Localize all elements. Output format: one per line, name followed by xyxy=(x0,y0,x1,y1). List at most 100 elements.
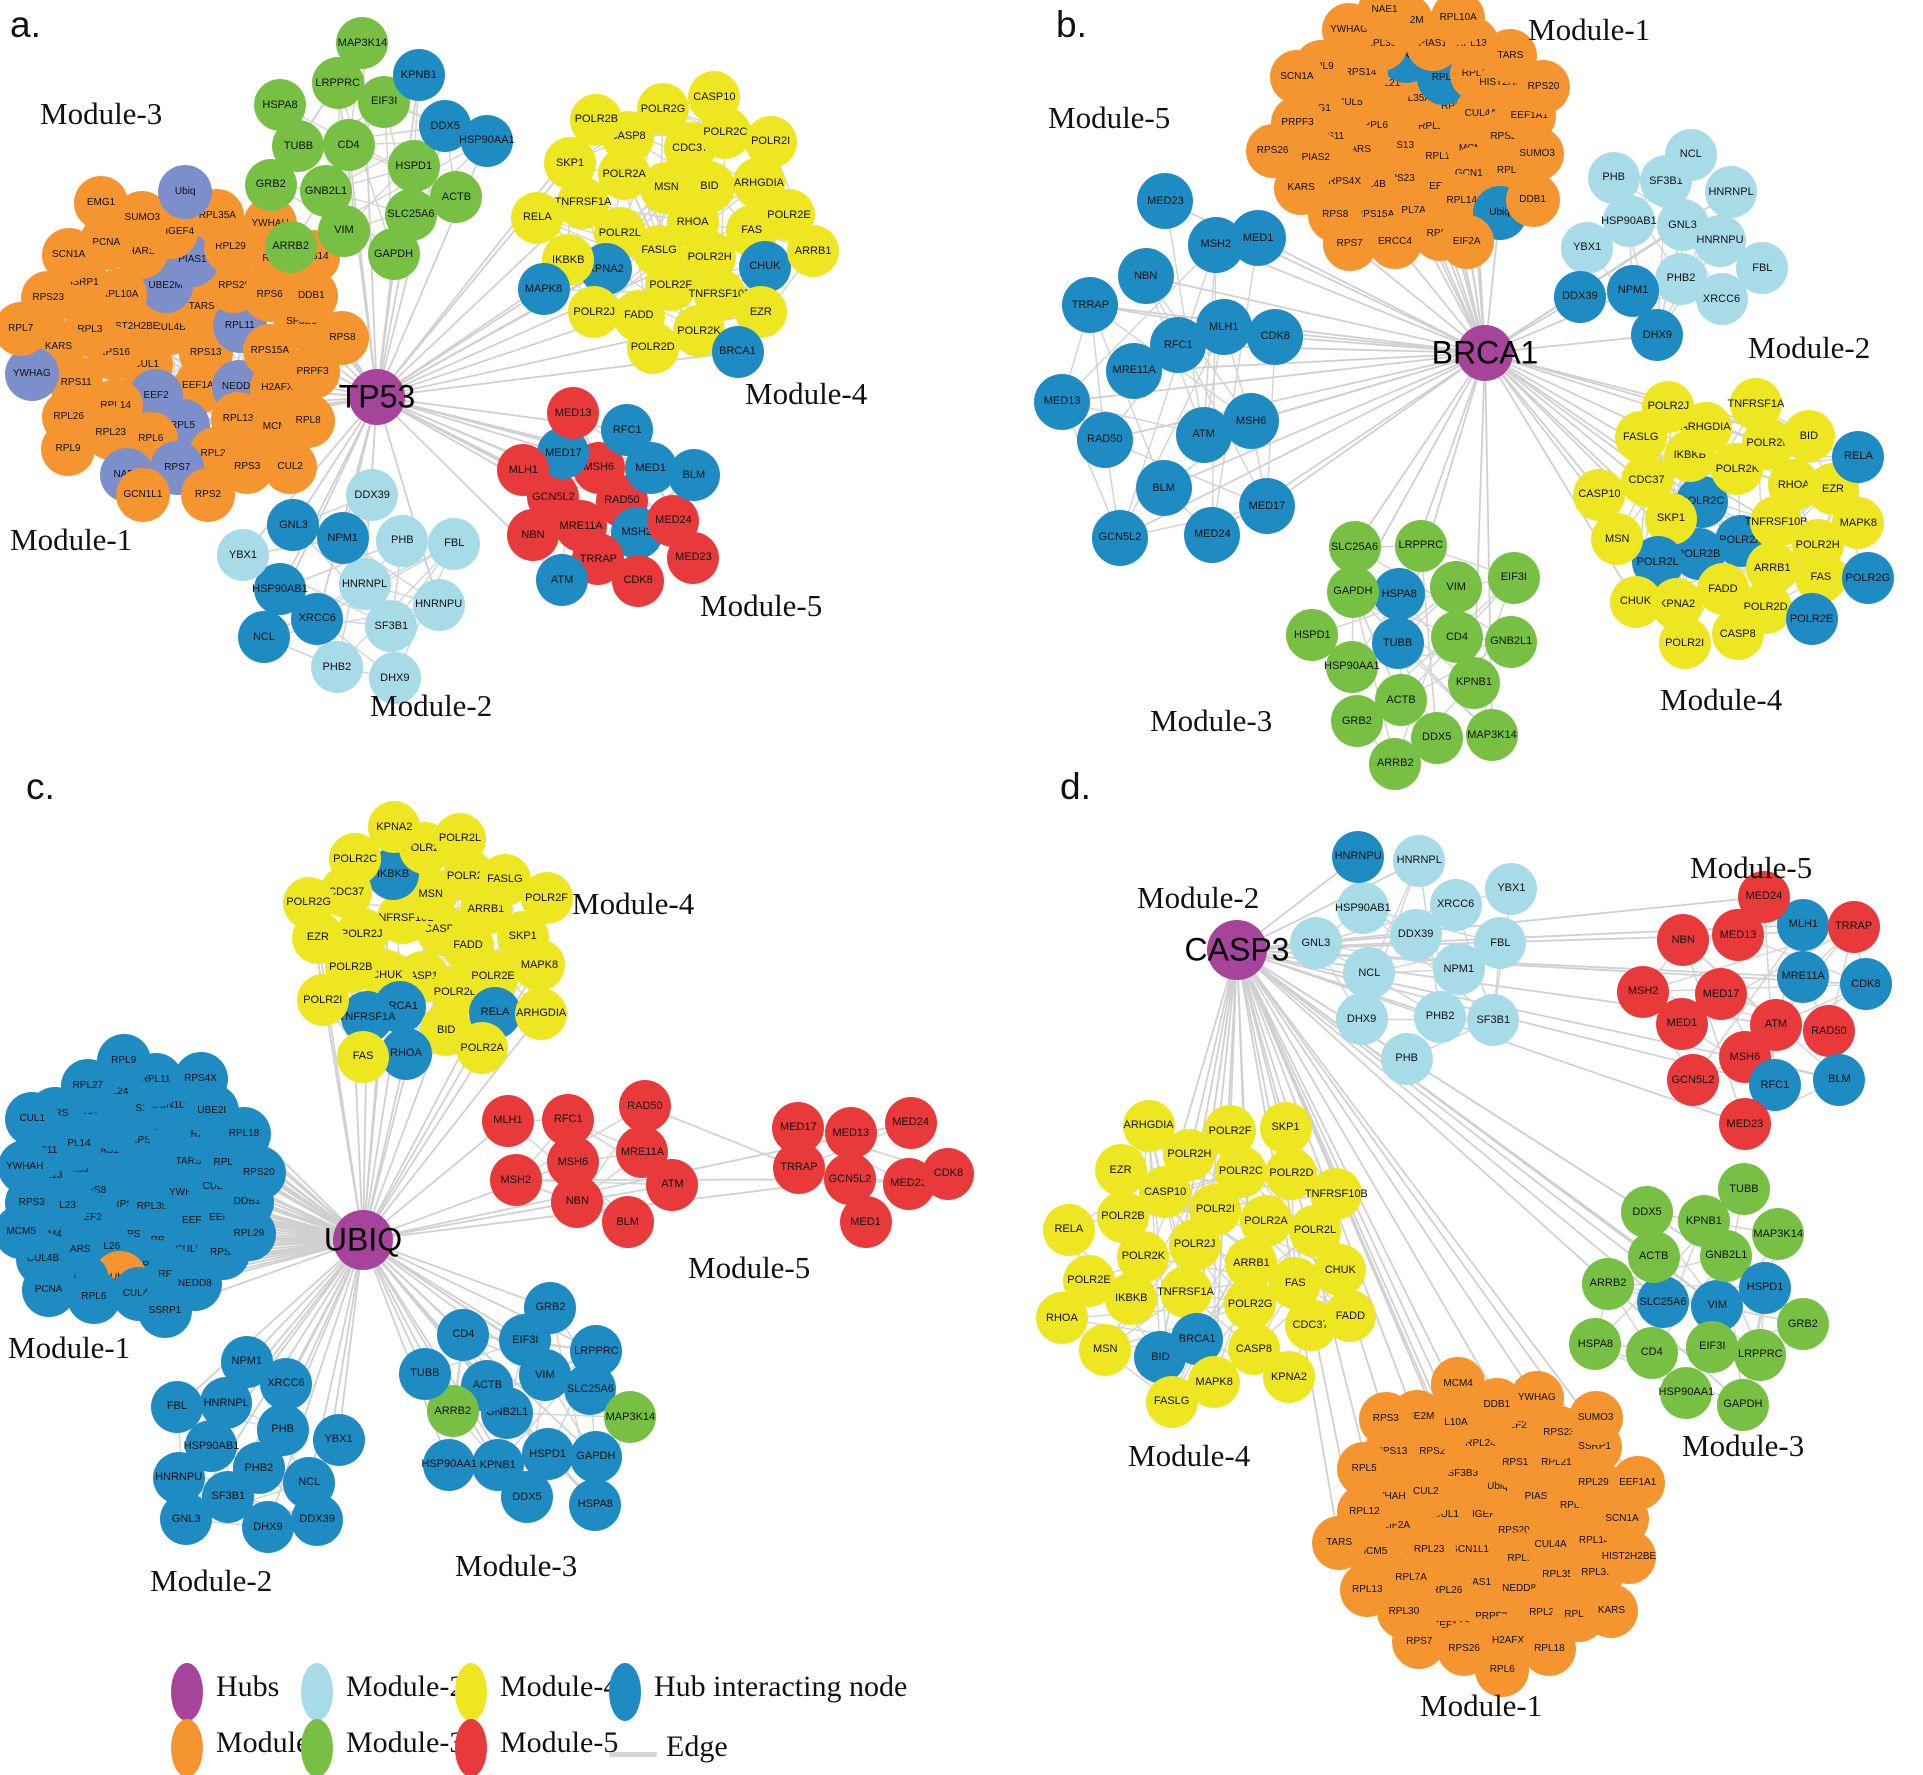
node-ezr: EZR xyxy=(1094,1144,1147,1197)
edge xyxy=(1236,860,1420,951)
edge xyxy=(1119,326,1225,539)
edge xyxy=(1236,949,1648,1214)
edge xyxy=(376,288,544,398)
node-actb: ACTB xyxy=(430,171,483,224)
edge xyxy=(1257,237,1486,354)
edge xyxy=(1236,949,1664,1303)
node-rela: RELA xyxy=(1832,430,1885,483)
hub-node-tp53 xyxy=(349,369,405,425)
node-polr2i: POLR2I xyxy=(296,974,349,1027)
node-mapk8: MAPK8 xyxy=(517,263,570,316)
node-polr2f: POLR2F xyxy=(1204,1105,1257,1158)
node-cul2: CUL2 xyxy=(263,440,318,495)
node-skp1: SKP1 xyxy=(1259,1101,1312,1154)
node-ubiq: Ubiq xyxy=(158,165,213,220)
node-mlh1: MLH1 xyxy=(1195,299,1252,356)
edge xyxy=(1484,334,1658,354)
node-ncl: NCL xyxy=(1343,947,1396,1000)
edge xyxy=(376,396,564,455)
node-npm1: NPM1 xyxy=(316,512,369,565)
node-grb2: GRB2 xyxy=(1330,695,1383,748)
legend-label-module-3: Module-3 xyxy=(346,1726,465,1759)
node-ybx1: YBX1 xyxy=(1561,221,1614,274)
node-med23: MED23 xyxy=(1137,173,1194,230)
node-polr2b: POLR2B xyxy=(570,93,623,146)
node-gnl3: GNL3 xyxy=(1289,917,1342,970)
edge xyxy=(336,83,395,255)
node-arrb1: ARRB1 xyxy=(787,225,840,278)
node-kpna2: KPNA2 xyxy=(368,801,421,854)
node-gcn1l1: GCN1L1 xyxy=(115,468,170,523)
edge xyxy=(1236,949,1639,1484)
node-trrap: TRRAP xyxy=(1062,277,1119,334)
node-gapdh: GAPDH xyxy=(1716,1378,1769,1431)
node-rad50: RAD50 xyxy=(1802,1005,1855,1058)
panel-letter-c: c. xyxy=(26,766,55,807)
legend-swatch-module-1 xyxy=(171,1719,203,1775)
node-rpl10a: RPL10A xyxy=(1431,0,1486,45)
node-med1: MED1 xyxy=(839,1196,892,1249)
node-polr2i: POLR2I xyxy=(1658,617,1711,670)
module-label-b-module-1: Module-1 xyxy=(1528,12,1651,47)
node-polr2g: POLR2G xyxy=(637,83,690,136)
node-rpl5: RPL5 xyxy=(1337,1441,1392,1496)
node-faslg: FASLG xyxy=(1145,1375,1198,1428)
hub-node-ubiq xyxy=(333,1210,393,1270)
node-gapdh: GAPDH xyxy=(367,228,420,281)
module-label-b-module-4: Module-4 xyxy=(1660,682,1783,717)
legend-edge-line xyxy=(609,1752,657,1757)
node-brca1: BRCA1 xyxy=(711,325,764,378)
node-phb: PHB xyxy=(1587,151,1640,204)
node-polr2i: POLR2I xyxy=(744,115,797,168)
node-sf3b1: SF3B1 xyxy=(1467,994,1520,1047)
node-hist2h2be: HIST2H2BE xyxy=(1602,1529,1656,1584)
module-label-a-module-3: Module-3 xyxy=(40,96,163,131)
node-gnl3: GNL3 xyxy=(160,1493,213,1546)
node-sumo3: SUMO3 xyxy=(1568,1391,1623,1446)
node-ddx5: DDX5 xyxy=(500,1471,553,1524)
edge xyxy=(1275,335,1486,354)
edge xyxy=(1352,591,1493,736)
node-polr2g: POLR2G xyxy=(1841,552,1894,605)
node-hsp90aa1: HSP90AA1 xyxy=(459,114,515,167)
edge xyxy=(1353,352,1486,548)
node-npm1: NPM1 xyxy=(220,1335,273,1388)
node-hnrnpl: HNRNPL xyxy=(200,1377,253,1430)
node-gapdh: GAPDH xyxy=(1326,565,1379,618)
node-blm: BLM xyxy=(1135,460,1192,517)
node-mre11a: MRE11A xyxy=(1106,342,1163,399)
node-lrpprc: LRPPRC xyxy=(1394,519,1447,572)
node-chuk: CHUK xyxy=(738,240,791,293)
hub-node-brca1 xyxy=(1457,325,1513,381)
node-slc25a6: SLC25A6 xyxy=(1636,1276,1689,1329)
node-ywhah: YWHAH xyxy=(0,1139,52,1194)
module-label-d-module-3: Module-3 xyxy=(1682,1428,1805,1463)
legend-label-module-5: Module-5 xyxy=(500,1726,619,1759)
hub-label-ubiq: UBIQ xyxy=(323,1221,403,1258)
node-scn1a: SCN1A xyxy=(41,227,96,282)
edge xyxy=(1211,238,1259,535)
node-hspa8: HSPA8 xyxy=(1569,1318,1622,1371)
node-polr2g: POLR2G xyxy=(1224,1278,1277,1331)
node-hspd1: HSPD1 xyxy=(1286,609,1339,662)
node-ddx39: DDX39 xyxy=(291,1493,344,1546)
node-polr2l: POLR2L xyxy=(434,812,486,865)
node-phb2: PHB2 xyxy=(1414,990,1467,1043)
legend-label-edge: Edge xyxy=(666,1730,728,1763)
node-kars: KARS xyxy=(1584,1584,1639,1639)
node-med24: MED24 xyxy=(1184,506,1241,563)
module-label-a-module-1: Module-1 xyxy=(10,522,133,557)
node-rpl18: RPL18 xyxy=(1522,1621,1577,1676)
node-med23: MED23 xyxy=(667,531,720,584)
node-ddb1: DDB1 xyxy=(1505,172,1560,227)
node-tnfrsf1a: TNFRSF1A xyxy=(1157,1266,1214,1319)
node-gapdh: GAPDH xyxy=(569,1430,622,1483)
edge xyxy=(1351,640,1512,668)
node-polr2a: POLR2A xyxy=(456,1022,509,1075)
node-rad50: RAD50 xyxy=(1076,411,1133,468)
edge xyxy=(1229,949,1238,1132)
node-ywhag: YWHAG xyxy=(1509,1370,1564,1425)
node-rps20: RPS20 xyxy=(1516,60,1571,115)
hub-label-brca1: BRCA1 xyxy=(1431,334,1539,371)
